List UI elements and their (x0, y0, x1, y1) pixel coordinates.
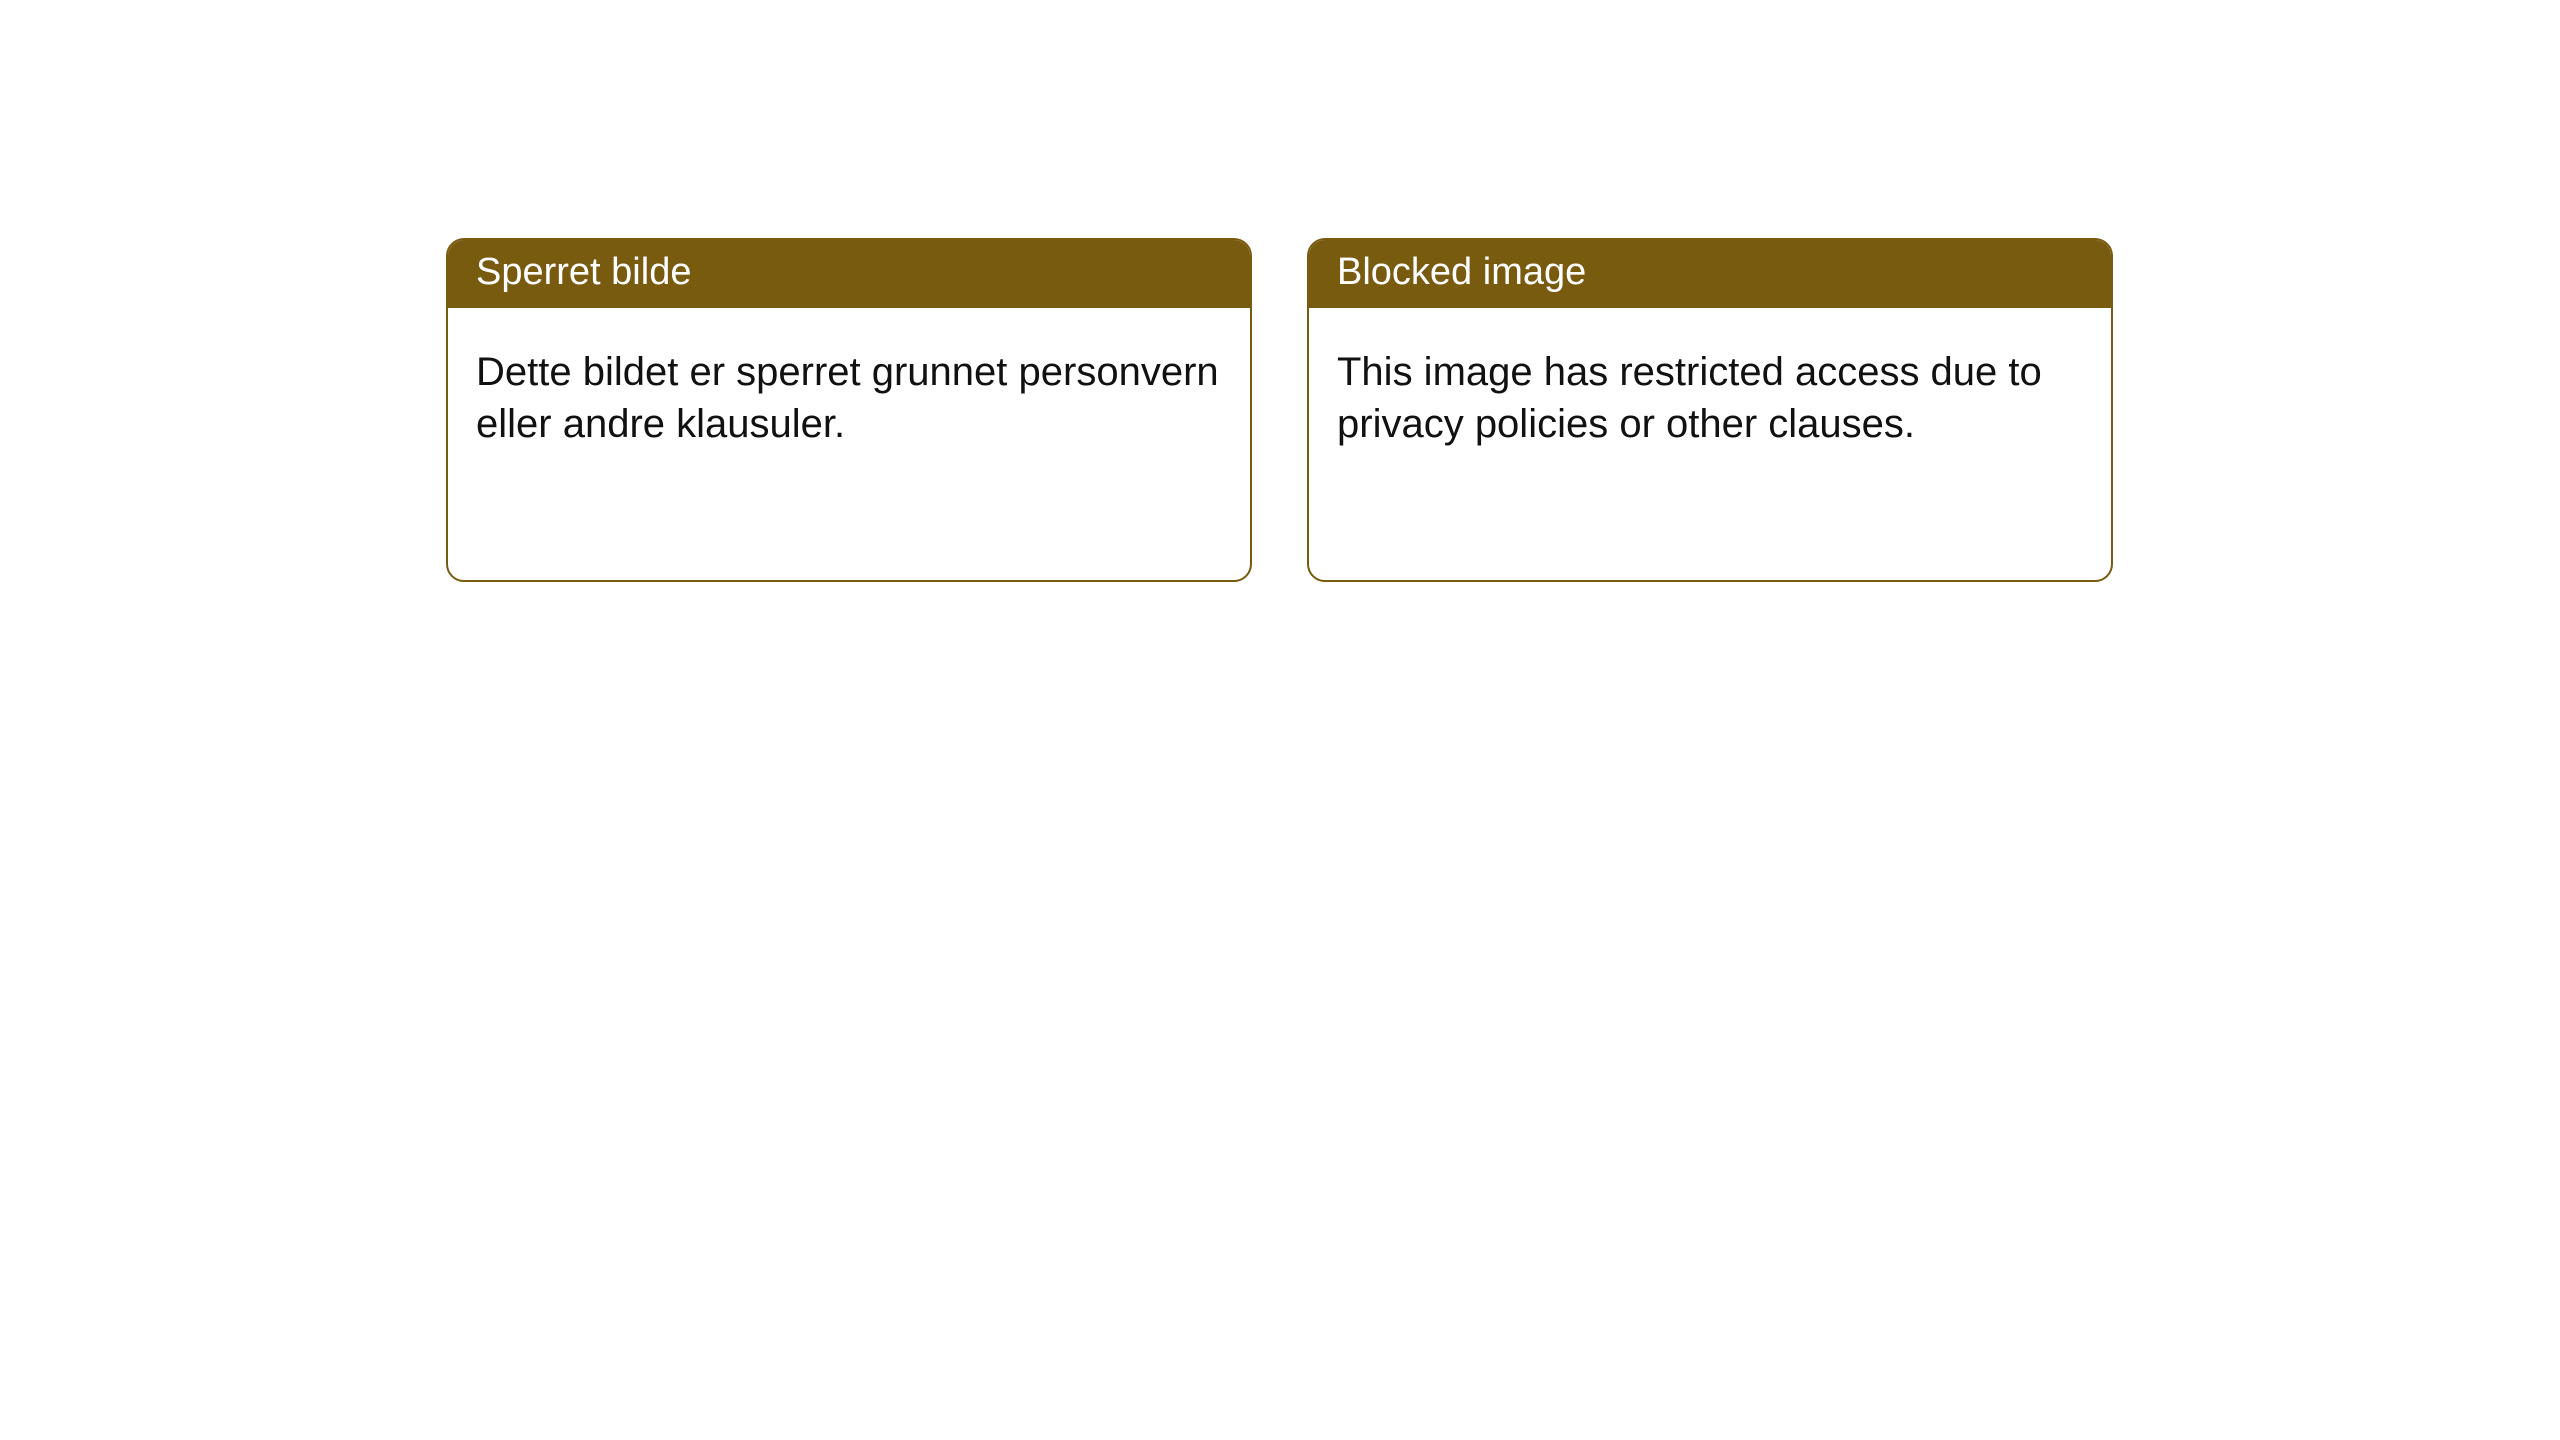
card-header-en: Blocked image (1309, 240, 2111, 308)
card-body-en: This image has restricted access due to … (1309, 308, 2111, 580)
card-header-no: Sperret bilde (448, 240, 1250, 308)
card-message-en: This image has restricted access due to … (1337, 346, 2083, 450)
notice-container: Sperret bilde Dette bildet er sperret gr… (0, 0, 2560, 582)
card-body-no: Dette bildet er sperret grunnet personve… (448, 308, 1250, 580)
card-message-no: Dette bildet er sperret grunnet personve… (476, 346, 1222, 450)
blocked-image-card-no: Sperret bilde Dette bildet er sperret gr… (446, 238, 1252, 582)
blocked-image-card-en: Blocked image This image has restricted … (1307, 238, 2113, 582)
